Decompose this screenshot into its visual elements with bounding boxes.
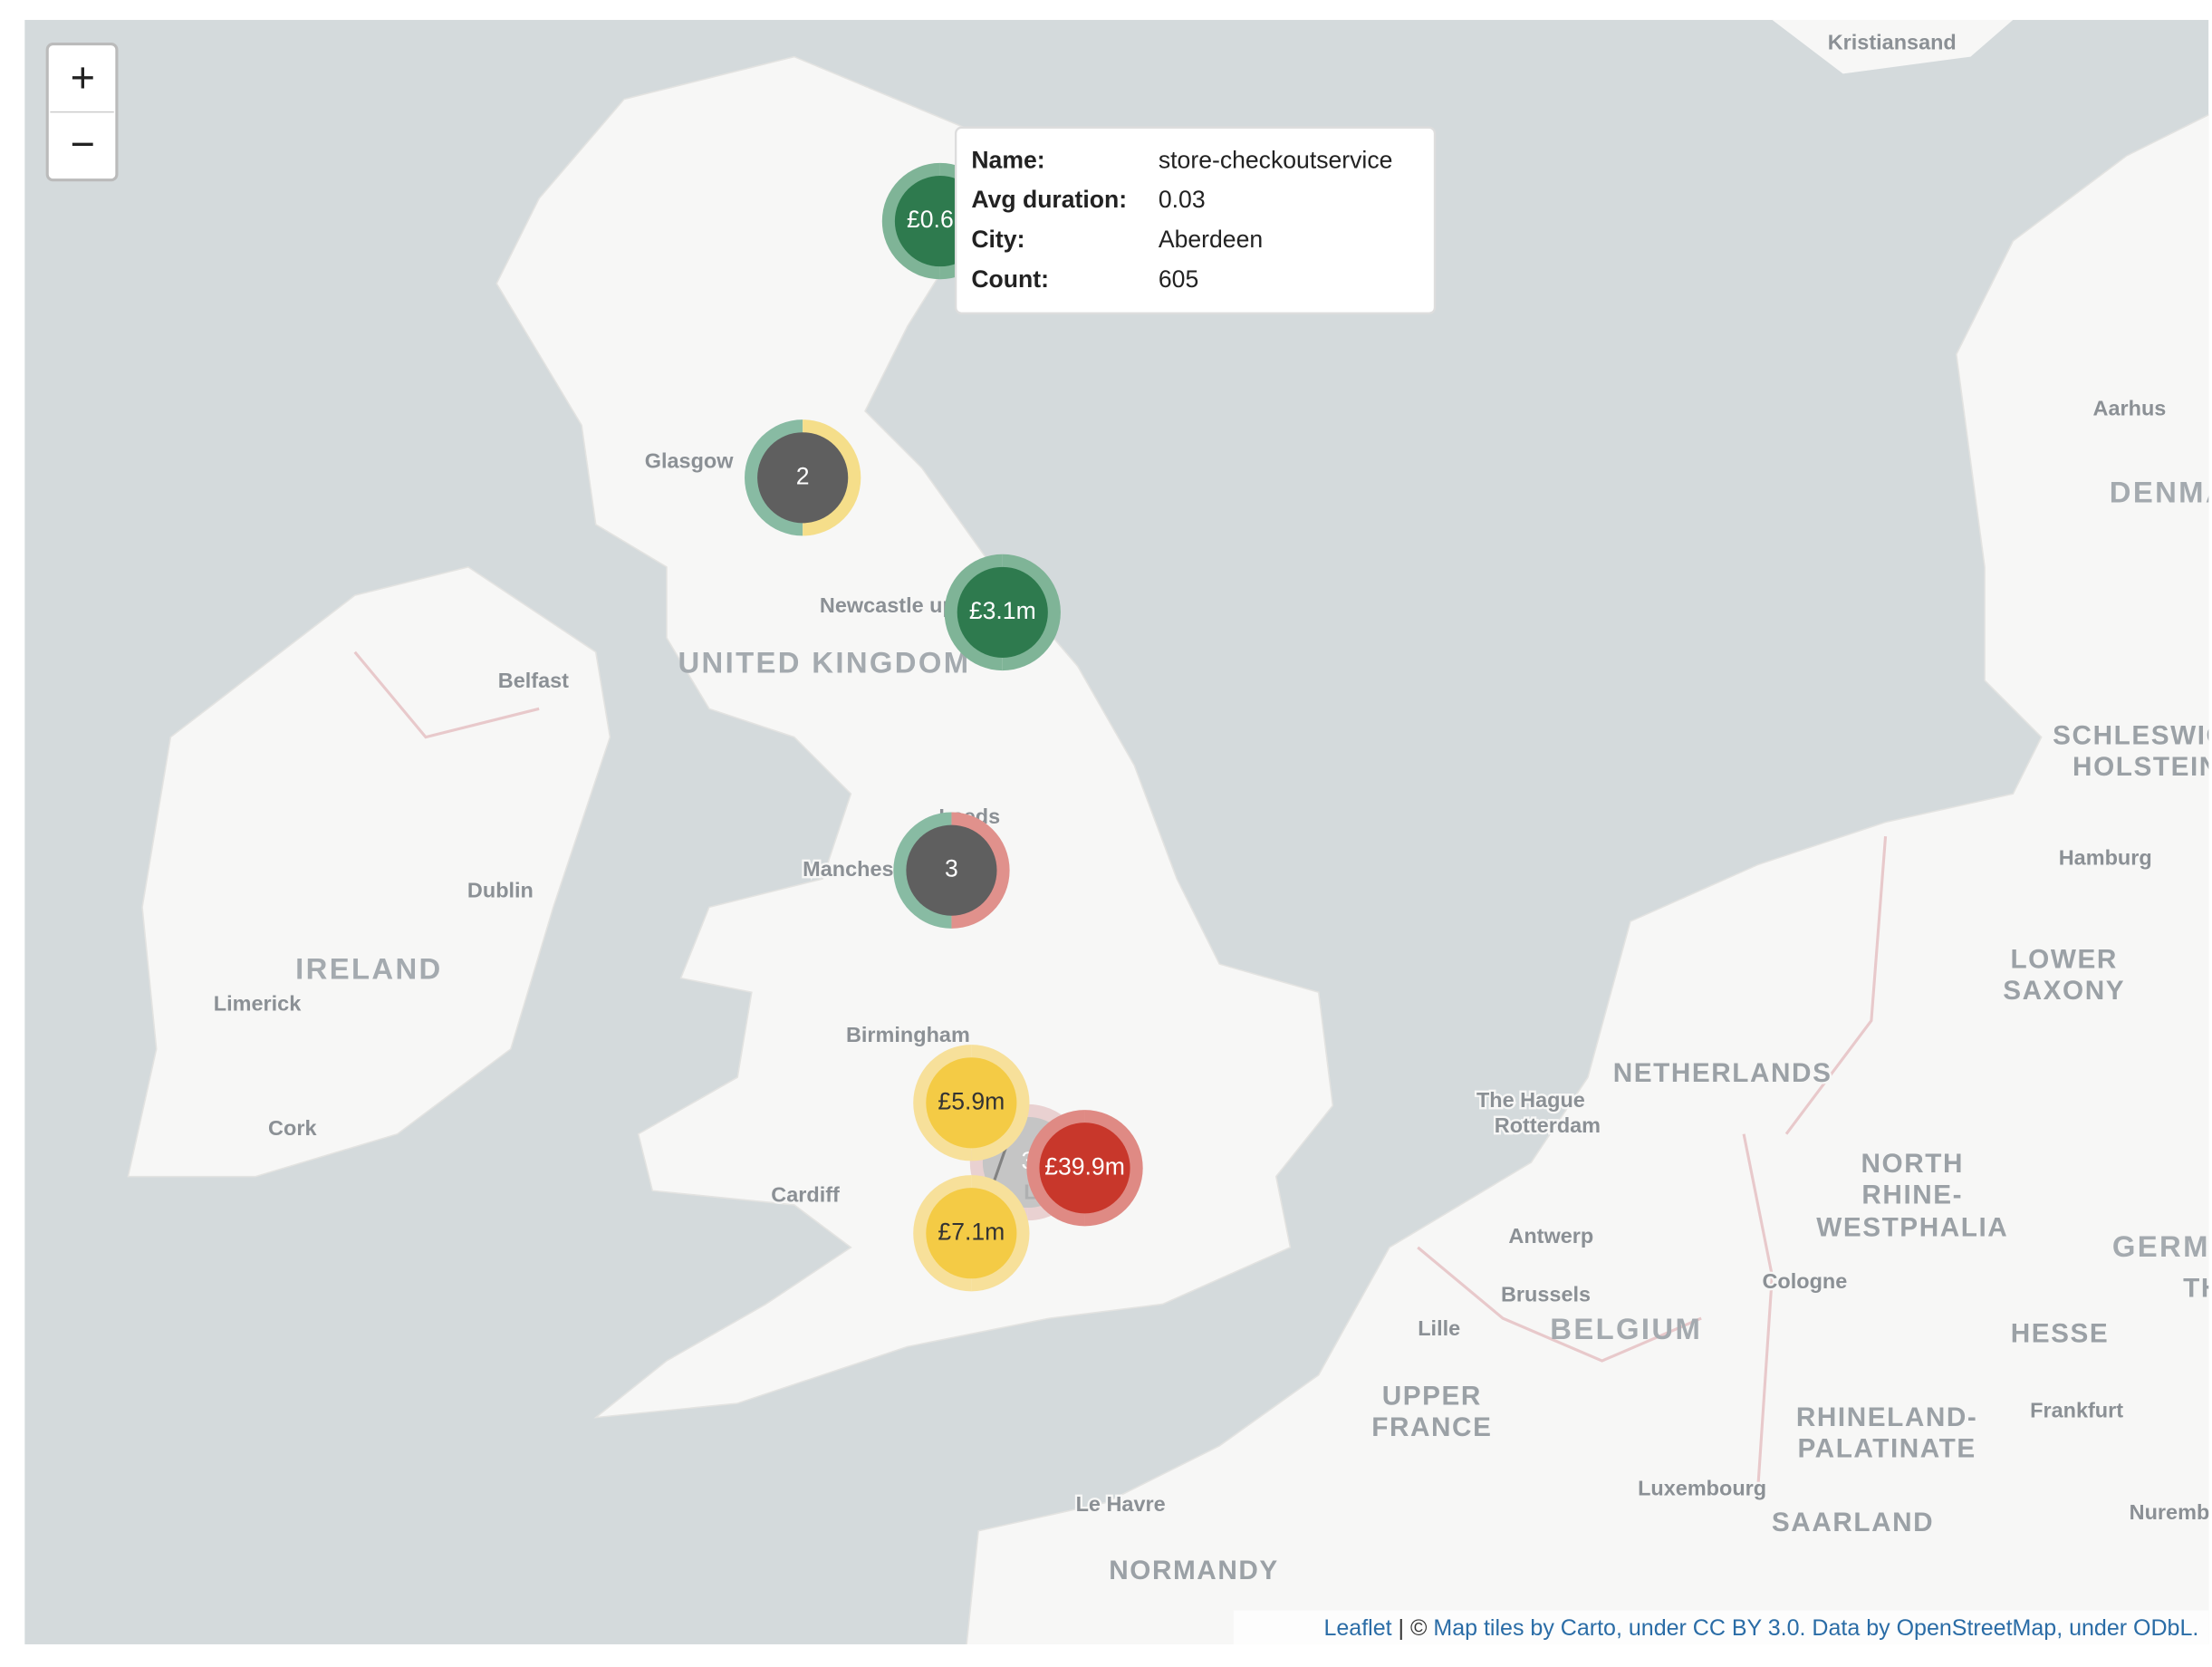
marker[interactable]: 3 xyxy=(893,812,1010,929)
place-label: SAXONY xyxy=(2003,976,2125,1006)
place-label: RHINELAND- xyxy=(1796,1402,1978,1432)
tooltip-label: Avg duration: xyxy=(971,186,1127,213)
place-label: Cardiff xyxy=(771,1183,840,1207)
place-label: Birmingham xyxy=(846,1023,970,1046)
marker-core xyxy=(1039,1123,1130,1214)
attribution-separator: | © xyxy=(1392,1614,1434,1640)
place-label: NETHERLANDS xyxy=(1613,1058,1832,1088)
place-label: Nuremberg xyxy=(2130,1500,2212,1524)
tooltip-label: Name: xyxy=(971,146,1044,173)
tooltip-value: 0.03 xyxy=(1159,186,1206,213)
markers: 3£0.6m2£3.1m3£5.9m£7.1m£39.9m xyxy=(745,162,1143,1292)
attribution-bg xyxy=(1233,1610,2209,1644)
marker-core xyxy=(926,1188,1017,1279)
norway xyxy=(1772,19,2014,74)
attribution: Leaflet | © Map tiles by Carto, under CC… xyxy=(1323,1614,2198,1640)
leaflet-link[interactable]: Leaflet xyxy=(1323,1614,1391,1640)
place-label: PALATINATE xyxy=(1797,1433,1976,1463)
tooltip: Name: store-checkoutservice Avg duration: 0… xyxy=(954,126,1437,314)
place-label: RHINE- xyxy=(1861,1180,1963,1209)
marker-label: £5.9m xyxy=(938,1087,1005,1114)
place-label: UNITED KINGDOM xyxy=(678,645,970,679)
place-label: Dublin xyxy=(467,878,534,901)
place-label: Belfast xyxy=(498,669,569,692)
borders xyxy=(353,650,1888,1489)
continent xyxy=(966,113,2209,1644)
zoom-out-button[interactable]: − xyxy=(71,120,95,168)
place-label: Hamburg xyxy=(2059,845,2152,869)
place-label: NORTH xyxy=(1861,1149,1964,1179)
place-label: HOLSTEIN xyxy=(2073,752,2212,782)
marker-label: 2 xyxy=(796,462,810,489)
place-label: DENMARK xyxy=(2110,476,2212,509)
tooltip-value: Aberdeen xyxy=(1159,226,1263,253)
marker-core xyxy=(906,824,997,916)
tooltip-label: Count: xyxy=(971,265,1049,293)
ireland xyxy=(127,566,611,1178)
place-label: HESSE xyxy=(2011,1319,2110,1349)
place-label: NORMANDY xyxy=(1109,1556,1279,1585)
tooltip-box xyxy=(954,126,1437,314)
zoom-control: + − xyxy=(45,42,119,182)
carto-link[interactable]: Map tiles by Carto, under CC BY 3.0. xyxy=(1433,1614,1805,1640)
place-label: Frankfurt xyxy=(2030,1399,2123,1422)
place-label: SAARLAND xyxy=(1772,1508,1934,1537)
place-label: Kristiansand xyxy=(1828,31,1957,54)
marker-core xyxy=(757,432,849,524)
place-label: Brussels xyxy=(1501,1282,1591,1306)
place-label: SCHLESWIG xyxy=(2053,720,2212,750)
place-label: Limerick xyxy=(214,992,302,1016)
place-label: LOWER xyxy=(2010,945,2117,975)
tooltip-label: City: xyxy=(971,226,1024,253)
place-label: Lille xyxy=(1418,1316,1460,1340)
marker-label: £39.9m xyxy=(1044,1152,1125,1180)
place-label: Glasgow xyxy=(645,448,734,472)
place-label: WESTPHALIA xyxy=(1816,1212,2008,1242)
osm-link[interactable]: Data by OpenStreetMap, under ODbL. xyxy=(1805,1614,2198,1640)
zoom-in-button[interactable]: + xyxy=(71,54,95,101)
marker[interactable]: £5.9m xyxy=(913,1045,1030,1161)
place-label: Rotterdam xyxy=(1495,1113,1601,1137)
place-label: The Hague xyxy=(1476,1088,1585,1112)
place-label: TH xyxy=(2183,1274,2212,1304)
place-label: Le Havre xyxy=(1076,1492,1166,1516)
marker-core xyxy=(957,566,1048,658)
place-label: IRELAND xyxy=(295,951,442,985)
place-label: Cologne xyxy=(1762,1269,1847,1293)
tooltip-value: 605 xyxy=(1159,265,1198,293)
marker-label: £7.1m xyxy=(938,1218,1005,1245)
place-label: UPPER xyxy=(1382,1382,1482,1412)
place-label: Antwerp xyxy=(1508,1224,1593,1248)
place-label: Cork xyxy=(268,1116,317,1140)
place-label: Luxembourg xyxy=(1638,1477,1766,1500)
marker[interactable]: £39.9m xyxy=(1026,1110,1143,1227)
marker[interactable]: 2 xyxy=(745,419,861,536)
marker-core xyxy=(926,1057,1017,1149)
marker[interactable]: £3.1m xyxy=(944,554,1061,671)
place-label: Aarhus xyxy=(2093,396,2167,419)
marker-label: 3 xyxy=(945,855,958,882)
marker-label: £3.1m xyxy=(969,597,1036,624)
place-label: FRANCE xyxy=(1371,1412,1492,1442)
place-label: BELGIUM xyxy=(1550,1312,1702,1345)
place-label: GERMANY xyxy=(2112,1229,2212,1263)
tooltip-value: store-checkoutservice xyxy=(1159,146,1393,173)
marker[interactable]: £7.1m xyxy=(913,1175,1030,1292)
